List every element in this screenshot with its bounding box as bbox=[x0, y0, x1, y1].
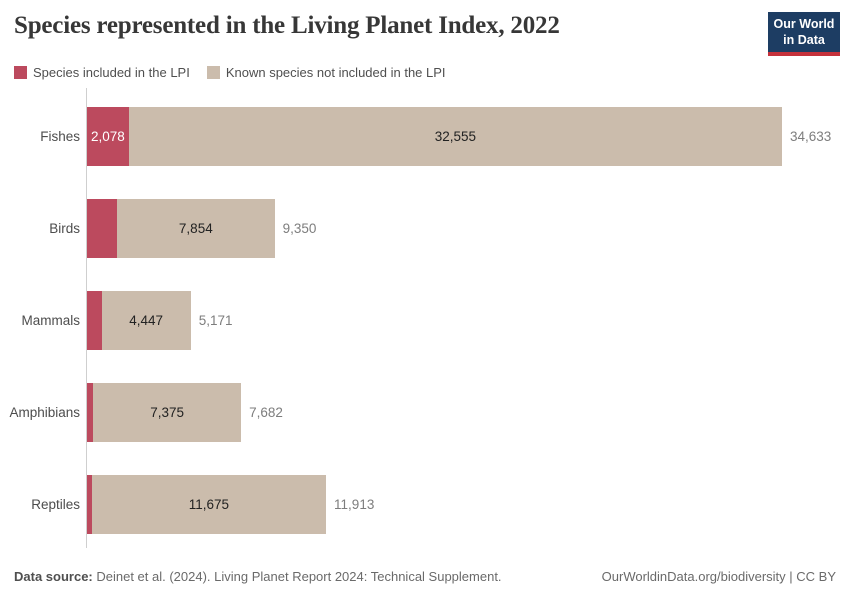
legend-label-included: Species included in the LPI bbox=[33, 65, 190, 80]
plot-area: 2,078 32,555 34,633 7,854 9,350 4,447 5,171 7,3… bbox=[86, 88, 831, 548]
bar-segment-not-included-amphibians[interactable]: 7,375 bbox=[93, 383, 242, 442]
bar-segment-included-reptiles[interactable] bbox=[87, 475, 92, 534]
bar-segment-not-included-fishes[interactable]: 32,555 bbox=[128, 107, 782, 166]
not-included-value-label-mammals: 4,447 bbox=[129, 313, 164, 328]
legend-swatch-included bbox=[14, 66, 27, 79]
bar-row-fishes: 2,078 32,555 34,633 bbox=[87, 107, 831, 166]
total-value-label-amphibians: 7,682 bbox=[249, 405, 283, 420]
category-label-mammals: Mammals bbox=[21, 313, 80, 328]
bar-segment-included-mammals[interactable] bbox=[87, 291, 102, 350]
legend-swatch-not-included bbox=[206, 66, 220, 79]
total-value-label-fishes: 34,633 bbox=[789, 129, 832, 144]
owid-url-link[interactable]: OurWorldinData.org/biodiversity | CC BY bbox=[601, 569, 836, 584]
chart-area: Fishes Birds Mammals Amphibians Reptiles 2,0… bbox=[0, 88, 850, 548]
category-label-birds: Birds bbox=[49, 221, 80, 236]
bar-segment-included-birds[interactable] bbox=[87, 199, 118, 258]
footer: Data source: Deinet et al. (2024). Livin… bbox=[14, 569, 836, 584]
data-source-text: Deinet et al. (2024). Living Planet Repo… bbox=[92, 569, 502, 584]
bar-row-amphibians: 7,375 7,682 bbox=[87, 383, 283, 442]
category-label-fishes: Fishes bbox=[40, 129, 80, 144]
bar-row-mammals: 4,447 5,171 bbox=[87, 291, 233, 350]
not-included-value-label-amphibians: 7,375 bbox=[150, 405, 185, 420]
chart-title: Species represented in the Living Planet… bbox=[14, 12, 560, 39]
total-value-label-birds: 9,350 bbox=[282, 221, 317, 236]
data-source-note: Data source: Deinet et al. (2024). Livin… bbox=[14, 569, 502, 584]
not-included-value-label-reptiles: 11,675 bbox=[188, 497, 230, 512]
bar-segment-included-fishes[interactable]: 2,078 bbox=[87, 107, 129, 166]
data-source-label: Data source: bbox=[14, 569, 93, 584]
not-included-value-label-fishes: 32,555 bbox=[434, 129, 476, 144]
legend-label-not-included: Known species not included in the LPI bbox=[225, 65, 446, 80]
category-label-reptiles: Reptiles bbox=[31, 497, 80, 512]
not-included-value-label-birds: 7,854 bbox=[178, 221, 213, 236]
category-label-amphibians: Amphibians bbox=[9, 405, 80, 420]
bar-segment-not-included-birds[interactable]: 7,854 bbox=[117, 199, 275, 258]
included-value-label-fishes: 2,078 bbox=[90, 129, 125, 144]
owid-logo-line2: in Data bbox=[783, 32, 825, 47]
total-value-label-mammals: 5,171 bbox=[198, 313, 233, 328]
bar-segment-not-included-reptiles[interactable]: 11,675 bbox=[91, 475, 327, 534]
legend: Species included in the LPI Known specie… bbox=[14, 65, 446, 80]
legend-item-included[interactable]: Species included in the LPI bbox=[14, 65, 190, 80]
owid-logo[interactable]: Our World in Data bbox=[768, 12, 840, 57]
total-value-label-reptiles: 11,913 bbox=[334, 497, 375, 512]
legend-item-not-included[interactable]: Known species not included in the LPI bbox=[206, 65, 446, 80]
bar-segment-not-included-mammals[interactable]: 4,447 bbox=[101, 291, 191, 350]
owid-logo-line1: Our World bbox=[773, 17, 835, 31]
bar-row-reptiles: 11,675 11,913 bbox=[87, 475, 374, 534]
bar-segment-included-amphibians[interactable] bbox=[87, 383, 94, 442]
bar-row-birds: 7,854 9,350 bbox=[87, 199, 316, 258]
